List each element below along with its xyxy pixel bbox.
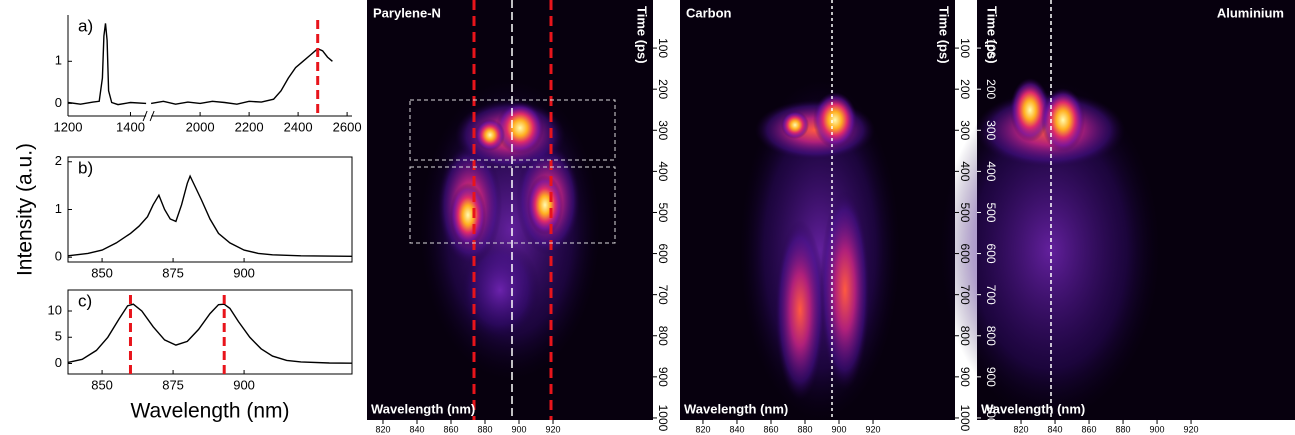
image-title: Parylene-N	[373, 5, 441, 20]
axis-break	[142, 110, 148, 122]
x-tick-label: 820	[695, 424, 710, 434]
x-tick-label: 900	[831, 424, 846, 434]
streak-image	[940, 0, 1295, 420]
y-axis-label: Intensity (a.u.)	[14, 143, 37, 276]
y-tick-label: 10	[48, 302, 62, 317]
y-tick-label: 300	[656, 120, 670, 140]
y-tick-label: 1000	[958, 405, 972, 432]
y-tick-label: 300	[984, 120, 998, 140]
x-tick-label: 2000	[186, 119, 215, 134]
x-axis-label: Wavelength (nm)	[371, 401, 475, 416]
x-tick-label: 900	[1150, 424, 1165, 434]
y-tick-label: 0	[55, 355, 62, 370]
y-tick-label: 800	[984, 326, 998, 346]
line	[67, 174, 353, 257]
y-tick-label: 100	[984, 38, 998, 58]
x-tick-label: 840	[1048, 424, 1063, 434]
x-tick-label: 850	[91, 377, 113, 392]
x-tick-label: 860	[1082, 424, 1097, 434]
x-tick-label: 820	[375, 424, 390, 434]
panel-label: a)	[78, 16, 93, 35]
x-tick-label: 840	[409, 424, 424, 434]
streak-image	[367, 0, 653, 420]
x-tick-label: 860	[763, 424, 778, 434]
y-tick-label: 1	[55, 53, 62, 68]
y-tick-label: 500	[958, 202, 972, 222]
y-tick-label: 800	[958, 326, 972, 346]
y-tick-label: 2	[55, 153, 62, 168]
x-axis-label: Wavelength (nm)	[981, 401, 1085, 416]
image-title: Carbon	[686, 5, 732, 20]
x-tick-label: 1200	[54, 119, 83, 134]
y-tick-label: 5	[55, 329, 62, 344]
y-tick-label: 700	[984, 285, 998, 305]
x-axis-label: Wavelength (nm)	[130, 400, 289, 423]
x-tick-label: 2200	[235, 119, 264, 134]
y-tick-label: 100	[958, 38, 972, 58]
streak-image	[680, 0, 955, 420]
y-tick-label: 400	[656, 161, 670, 181]
y-tick-label: 900	[656, 367, 670, 387]
x-tick-label: 880	[1116, 424, 1131, 434]
axis-break	[149, 110, 155, 122]
x-tick-label: 900	[233, 377, 255, 392]
x-tick-label: 880	[797, 424, 812, 434]
y-tick-label: 200	[656, 79, 670, 99]
y-axis-label: Time (ps)	[937, 6, 952, 64]
x-tick-label: 875	[162, 377, 184, 392]
x-tick-label: 860	[443, 424, 458, 434]
x-tick-label: 820	[1014, 424, 1029, 434]
x-tick-label: 920	[866, 424, 881, 434]
y-tick-label: 400	[958, 161, 972, 181]
y-tick-label: 100	[656, 38, 670, 58]
line	[67, 23, 333, 106]
y-tick-label: 200	[984, 79, 998, 99]
x-tick-label: 1400	[116, 119, 145, 134]
y-tick-label: 1	[55, 201, 62, 216]
y-tick-label: 200	[958, 79, 972, 99]
y-tick-label: 500	[656, 202, 670, 222]
image-title: Aluminium	[1217, 5, 1284, 20]
y-tick-label: 800	[656, 326, 670, 346]
x-tick-label: 880	[477, 424, 492, 434]
y-tick-label: 1000	[656, 405, 670, 432]
x-tick-label: 900	[511, 424, 526, 434]
y-tick-label: 900	[984, 367, 998, 387]
y-tick-label: 0	[55, 95, 62, 110]
panel-label: c)	[78, 291, 92, 310]
y-tick-label: 700	[958, 285, 972, 305]
x-tick-label: 2600	[333, 119, 362, 134]
y-tick-label: 300	[958, 120, 972, 140]
y-tick-label: 700	[656, 285, 670, 305]
x-tick-label: 920	[546, 424, 561, 434]
y-axis-label: Time (ps)	[985, 6, 1000, 64]
y-tick-label: 400	[984, 161, 998, 181]
y-tick-label: 500	[984, 202, 998, 222]
y-tick-label: 600	[958, 244, 972, 264]
x-tick-label: 850	[91, 265, 113, 280]
x-tick-label: 840	[729, 424, 744, 434]
y-tick-label: 1000	[984, 405, 998, 432]
y-tick-label: 900	[958, 367, 972, 387]
y-tick-label: 0	[55, 249, 62, 264]
x-tick-label: 900	[233, 265, 255, 280]
y-tick-label: 600	[656, 244, 670, 264]
x-tick-label: 920	[1184, 424, 1199, 434]
panel-label: b)	[78, 158, 93, 177]
plot-frame	[67, 289, 353, 375]
x-tick-label: 2400	[284, 119, 313, 134]
x-axis-label: Wavelength (nm)	[684, 401, 788, 416]
line	[67, 303, 353, 364]
x-tick-label: 875	[162, 265, 184, 280]
y-axis-label: Time (ps)	[635, 6, 650, 64]
y-tick-label: 600	[984, 244, 998, 264]
